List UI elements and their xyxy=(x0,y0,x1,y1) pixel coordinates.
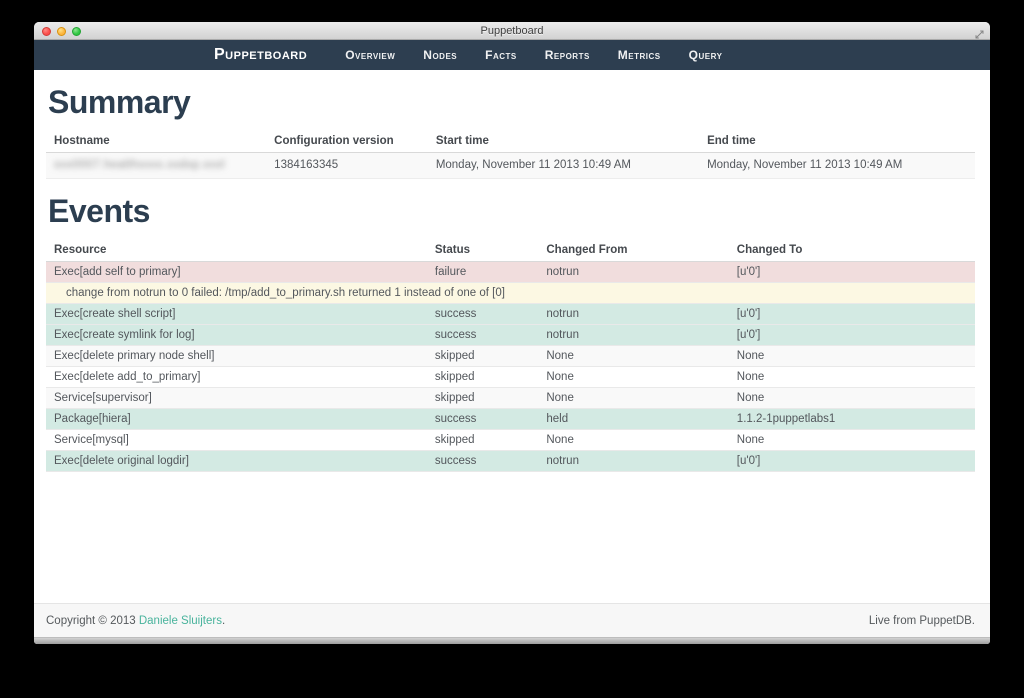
event-cell-resource: Package[hiera] xyxy=(46,408,427,430)
events-col-status: Status xyxy=(426,240,539,262)
event-message-row: change from notrun to 0 failed: /tmp/add… xyxy=(46,282,975,304)
event-cell-status: skipped xyxy=(426,429,539,451)
navbar: Puppetboard Overview Nodes Facts Reports… xyxy=(34,40,990,70)
event-cell-from: None xyxy=(538,429,729,451)
event-cell-to: [u'0'] xyxy=(728,303,975,325)
summary-heading: Summary xyxy=(48,84,191,120)
event-row: Service[mysql] skipped None None xyxy=(46,429,975,451)
event-cell-resource: Service[supervisor] xyxy=(46,387,427,409)
event-cell-from: None xyxy=(538,366,729,388)
zoom-button[interactable] xyxy=(72,27,81,36)
event-row: Service[supervisor] skipped None None xyxy=(46,387,975,409)
page-footer: Copyright © 2013 Daniele Sluijters. Live… xyxy=(34,603,990,637)
summary-table: Hostname Configuration version Start tim… xyxy=(46,131,975,179)
window-title: Puppetboard xyxy=(480,24,544,37)
event-cell-to: [u'0'] xyxy=(728,261,975,283)
event-cell-status: failure xyxy=(426,261,539,283)
nav-item-nodes[interactable]: Nodes xyxy=(423,48,458,62)
live-from-puppetdb-text: Live from PuppetDB. xyxy=(868,614,975,627)
event-cell-resource: Service[mysql] xyxy=(46,429,427,451)
traffic-lights xyxy=(42,27,81,36)
event-cell-from: notrun xyxy=(538,303,729,325)
events-heading: Events xyxy=(48,193,150,229)
events-col-changed-to: Changed To xyxy=(728,240,975,262)
event-cell-status: success xyxy=(426,324,539,346)
event-cell-to: None xyxy=(728,345,975,367)
events-col-resource: Resource xyxy=(46,240,427,262)
start-time-value: Monday, November 11 2013 10:49 AM xyxy=(427,152,700,179)
copyright-text: Copyright © 2013 Daniele Sluijters. xyxy=(46,615,225,627)
nav-item-overview[interactable]: Overview xyxy=(345,48,396,62)
event-cell-to: None xyxy=(728,429,975,451)
event-cell-to: [u'0'] xyxy=(728,324,975,346)
event-cell-to: None xyxy=(728,387,975,409)
event-row: Exec[create shell script] success notrun [u… xyxy=(46,303,975,325)
event-cell-resource: Exec[add self to primary] xyxy=(46,261,427,283)
close-button[interactable] xyxy=(42,27,51,36)
event-cell-from: notrun xyxy=(538,261,729,283)
main-content: Summary Hostname Configuration version S… xyxy=(34,70,990,603)
event-cell-from: held xyxy=(538,408,729,430)
event-row: Exec[create symlink for log] success notru… xyxy=(46,324,975,346)
events-table-body: Exec[add self to primary] failure notrun [u… xyxy=(46,261,975,472)
event-row: Package[hiera] success held 1.1.2-1puppetla… xyxy=(46,408,975,430)
event-cell-status: success xyxy=(426,408,539,430)
event-cell-status: success xyxy=(426,450,539,472)
nav-item-facts[interactable]: Facts xyxy=(485,48,517,62)
copyright-suffix: . xyxy=(221,614,226,627)
event-cell-to: [u'0'] xyxy=(728,450,975,472)
event-cell-from: None xyxy=(538,387,729,409)
event-cell-resource: Exec[delete add_to_primary] xyxy=(46,366,427,388)
app-window: Puppetboard Puppetboard Overview Nodes F… xyxy=(34,22,990,644)
summary-header-row: Hostname Configuration version Start tim… xyxy=(46,131,975,153)
event-cell-from: notrun xyxy=(538,324,729,346)
summary-col-end-time: End time xyxy=(699,131,975,153)
event-cell-from: None xyxy=(538,345,729,367)
end-time-value: Monday, November 11 2013 10:49 AM xyxy=(699,152,975,179)
events-col-changed-from: Changed From xyxy=(538,240,729,262)
event-cell-resource: Exec[create symlink for log] xyxy=(46,324,427,346)
event-cell-status: success xyxy=(426,303,539,325)
summary-col-start-time: Start time xyxy=(427,131,700,153)
event-row: Exec[delete original logdir] success notru… xyxy=(46,450,975,472)
titlebar[interactable]: Puppetboard xyxy=(34,22,990,40)
event-cell-status: skipped xyxy=(426,366,539,388)
resize-icon[interactable] xyxy=(975,26,984,44)
nav-item-reports[interactable]: Reports xyxy=(544,48,590,62)
event-cell-resource: Exec[delete primary node shell] xyxy=(46,345,427,367)
hostname-value-redacted: xxx0007.healthxxxx.xxdxp.xxxl xyxy=(54,159,226,171)
event-message: change from notrun to 0 failed: /tmp/add… xyxy=(46,282,975,304)
window-resize-strip[interactable] xyxy=(34,637,990,644)
navbar-brand[interactable]: Puppetboard xyxy=(214,46,308,63)
event-cell-resource: Exec[create shell script] xyxy=(46,303,427,325)
summary-data-row: xxx0007.healthxxxx.xxdxp.xxxl 1384163345… xyxy=(46,152,975,179)
nav-item-metrics[interactable]: Metrics xyxy=(617,48,661,62)
nav-item-query[interactable]: Query xyxy=(688,48,723,62)
event-cell-to: 1.1.2-1puppetlabs1 xyxy=(728,408,975,430)
event-cell-resource: Exec[delete original logdir] xyxy=(46,450,427,472)
event-row: Exec[delete primary node shell] skipped No… xyxy=(46,345,975,367)
minimize-button[interactable] xyxy=(57,27,66,36)
event-cell-from: notrun xyxy=(538,450,729,472)
summary-col-config-version: Configuration version xyxy=(266,131,428,153)
config-version-value: 1384163345 xyxy=(266,152,428,179)
event-cell-to: None xyxy=(728,366,975,388)
event-cell-status: skipped xyxy=(426,387,539,409)
event-row: Exec[add self to primary] failure notrun [u… xyxy=(46,261,975,283)
event-row: Exec[delete add_to_primary] skipped None No… xyxy=(46,366,975,388)
copyright-prefix: Copyright © 2013 xyxy=(46,614,139,627)
events-header-row: Resource Status Changed From Changed To xyxy=(46,240,975,262)
events-table: Resource Status Changed From Changed To … xyxy=(46,240,975,472)
event-cell-status: skipped xyxy=(426,345,539,367)
summary-col-hostname: Hostname xyxy=(46,131,267,153)
author-link[interactable]: Daniele Sluijters xyxy=(138,614,222,627)
